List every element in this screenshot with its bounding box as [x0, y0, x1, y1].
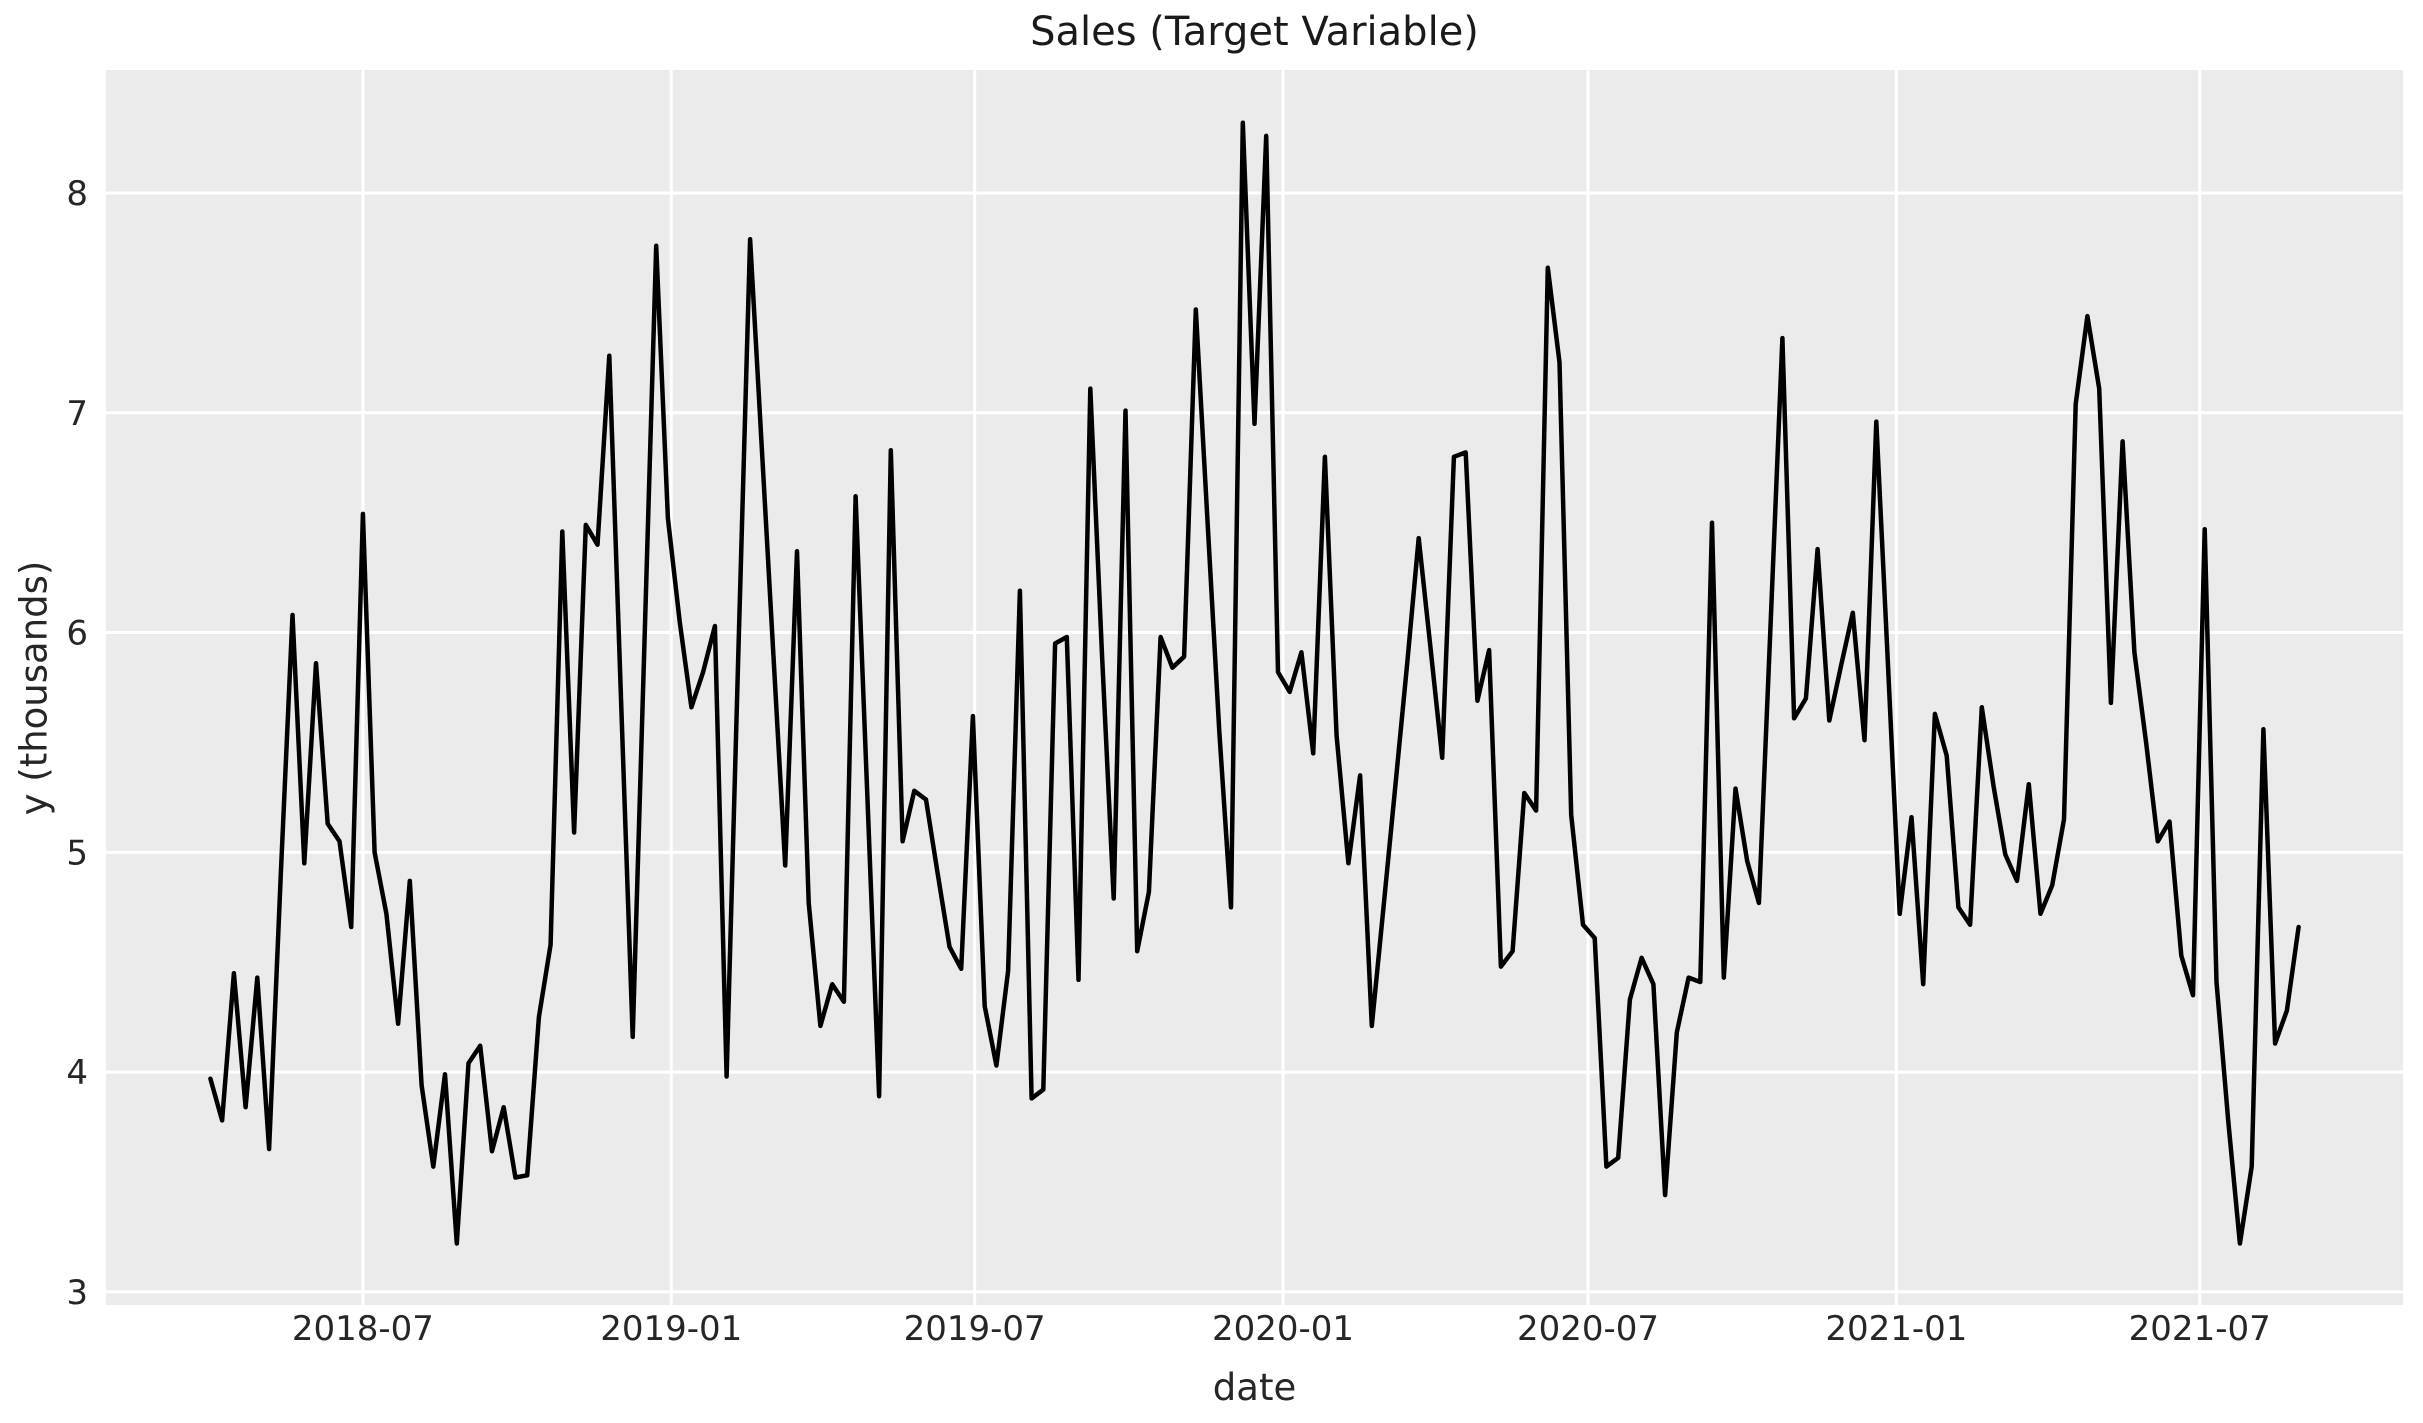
- y-tick-label: 5: [66, 833, 88, 873]
- x-tick-label: 2019-07: [904, 1309, 1046, 1349]
- sales-series-line: [208, 120, 2301, 1246]
- x-tick-label: 2018-07: [292, 1309, 434, 1349]
- y-tick-label: 7: [66, 394, 88, 434]
- x-tick-label: 2021-07: [2129, 1309, 2271, 1349]
- chart-title: Sales (Target Variable): [1030, 9, 1479, 55]
- y-tick-label: 4: [66, 1053, 88, 1093]
- x-tick-label: 2020-01: [1212, 1309, 1354, 1349]
- plot-area: [106, 70, 2403, 1305]
- x-axis-label: date: [1212, 1366, 1297, 1409]
- y-tick-label: 3: [66, 1273, 88, 1313]
- x-tick-label: 2019-01: [600, 1309, 742, 1349]
- y-tick-label: 8: [66, 174, 88, 214]
- y-tick-label: 6: [66, 614, 88, 654]
- y-axis-label: y (thousands): [12, 560, 56, 816]
- x-tick-label: 2021-01: [1825, 1309, 1967, 1349]
- x-tick-label: 2020-07: [1517, 1309, 1659, 1349]
